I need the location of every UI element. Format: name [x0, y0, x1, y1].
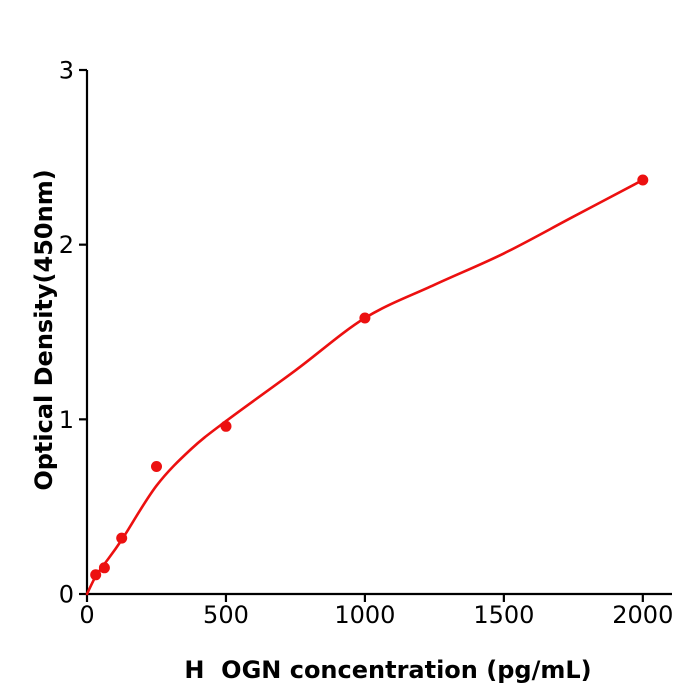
x-tick-label: 0 [79, 601, 94, 629]
x-tick-label: 1500 [473, 601, 534, 629]
y-tick-label: 2 [59, 231, 74, 259]
y-axis-title: Optical Density(450nm) [30, 169, 58, 490]
data-point [116, 532, 128, 544]
fitted-curve-line [85, 178, 645, 596]
data-point [90, 569, 102, 581]
data-point [359, 312, 371, 324]
x-tick-label: 500 [203, 601, 249, 629]
plot-area: 0 500 1000 1500 2000 0 1 2 3 [59, 57, 674, 630]
y-tick-label: 3 [59, 57, 74, 85]
data-point [98, 562, 110, 574]
y-tick-label: 1 [59, 406, 74, 434]
data-point [637, 174, 649, 186]
x-tick-label: 2000 [612, 601, 673, 629]
x-tick-label: 1000 [334, 601, 395, 629]
y-tick-label: 0 [59, 581, 74, 609]
data-point [151, 461, 162, 472]
data-point [220, 420, 232, 432]
axis-spines [85, 70, 672, 596]
x-axis-title: H OGN concentration (pg/mL) [184, 656, 591, 684]
